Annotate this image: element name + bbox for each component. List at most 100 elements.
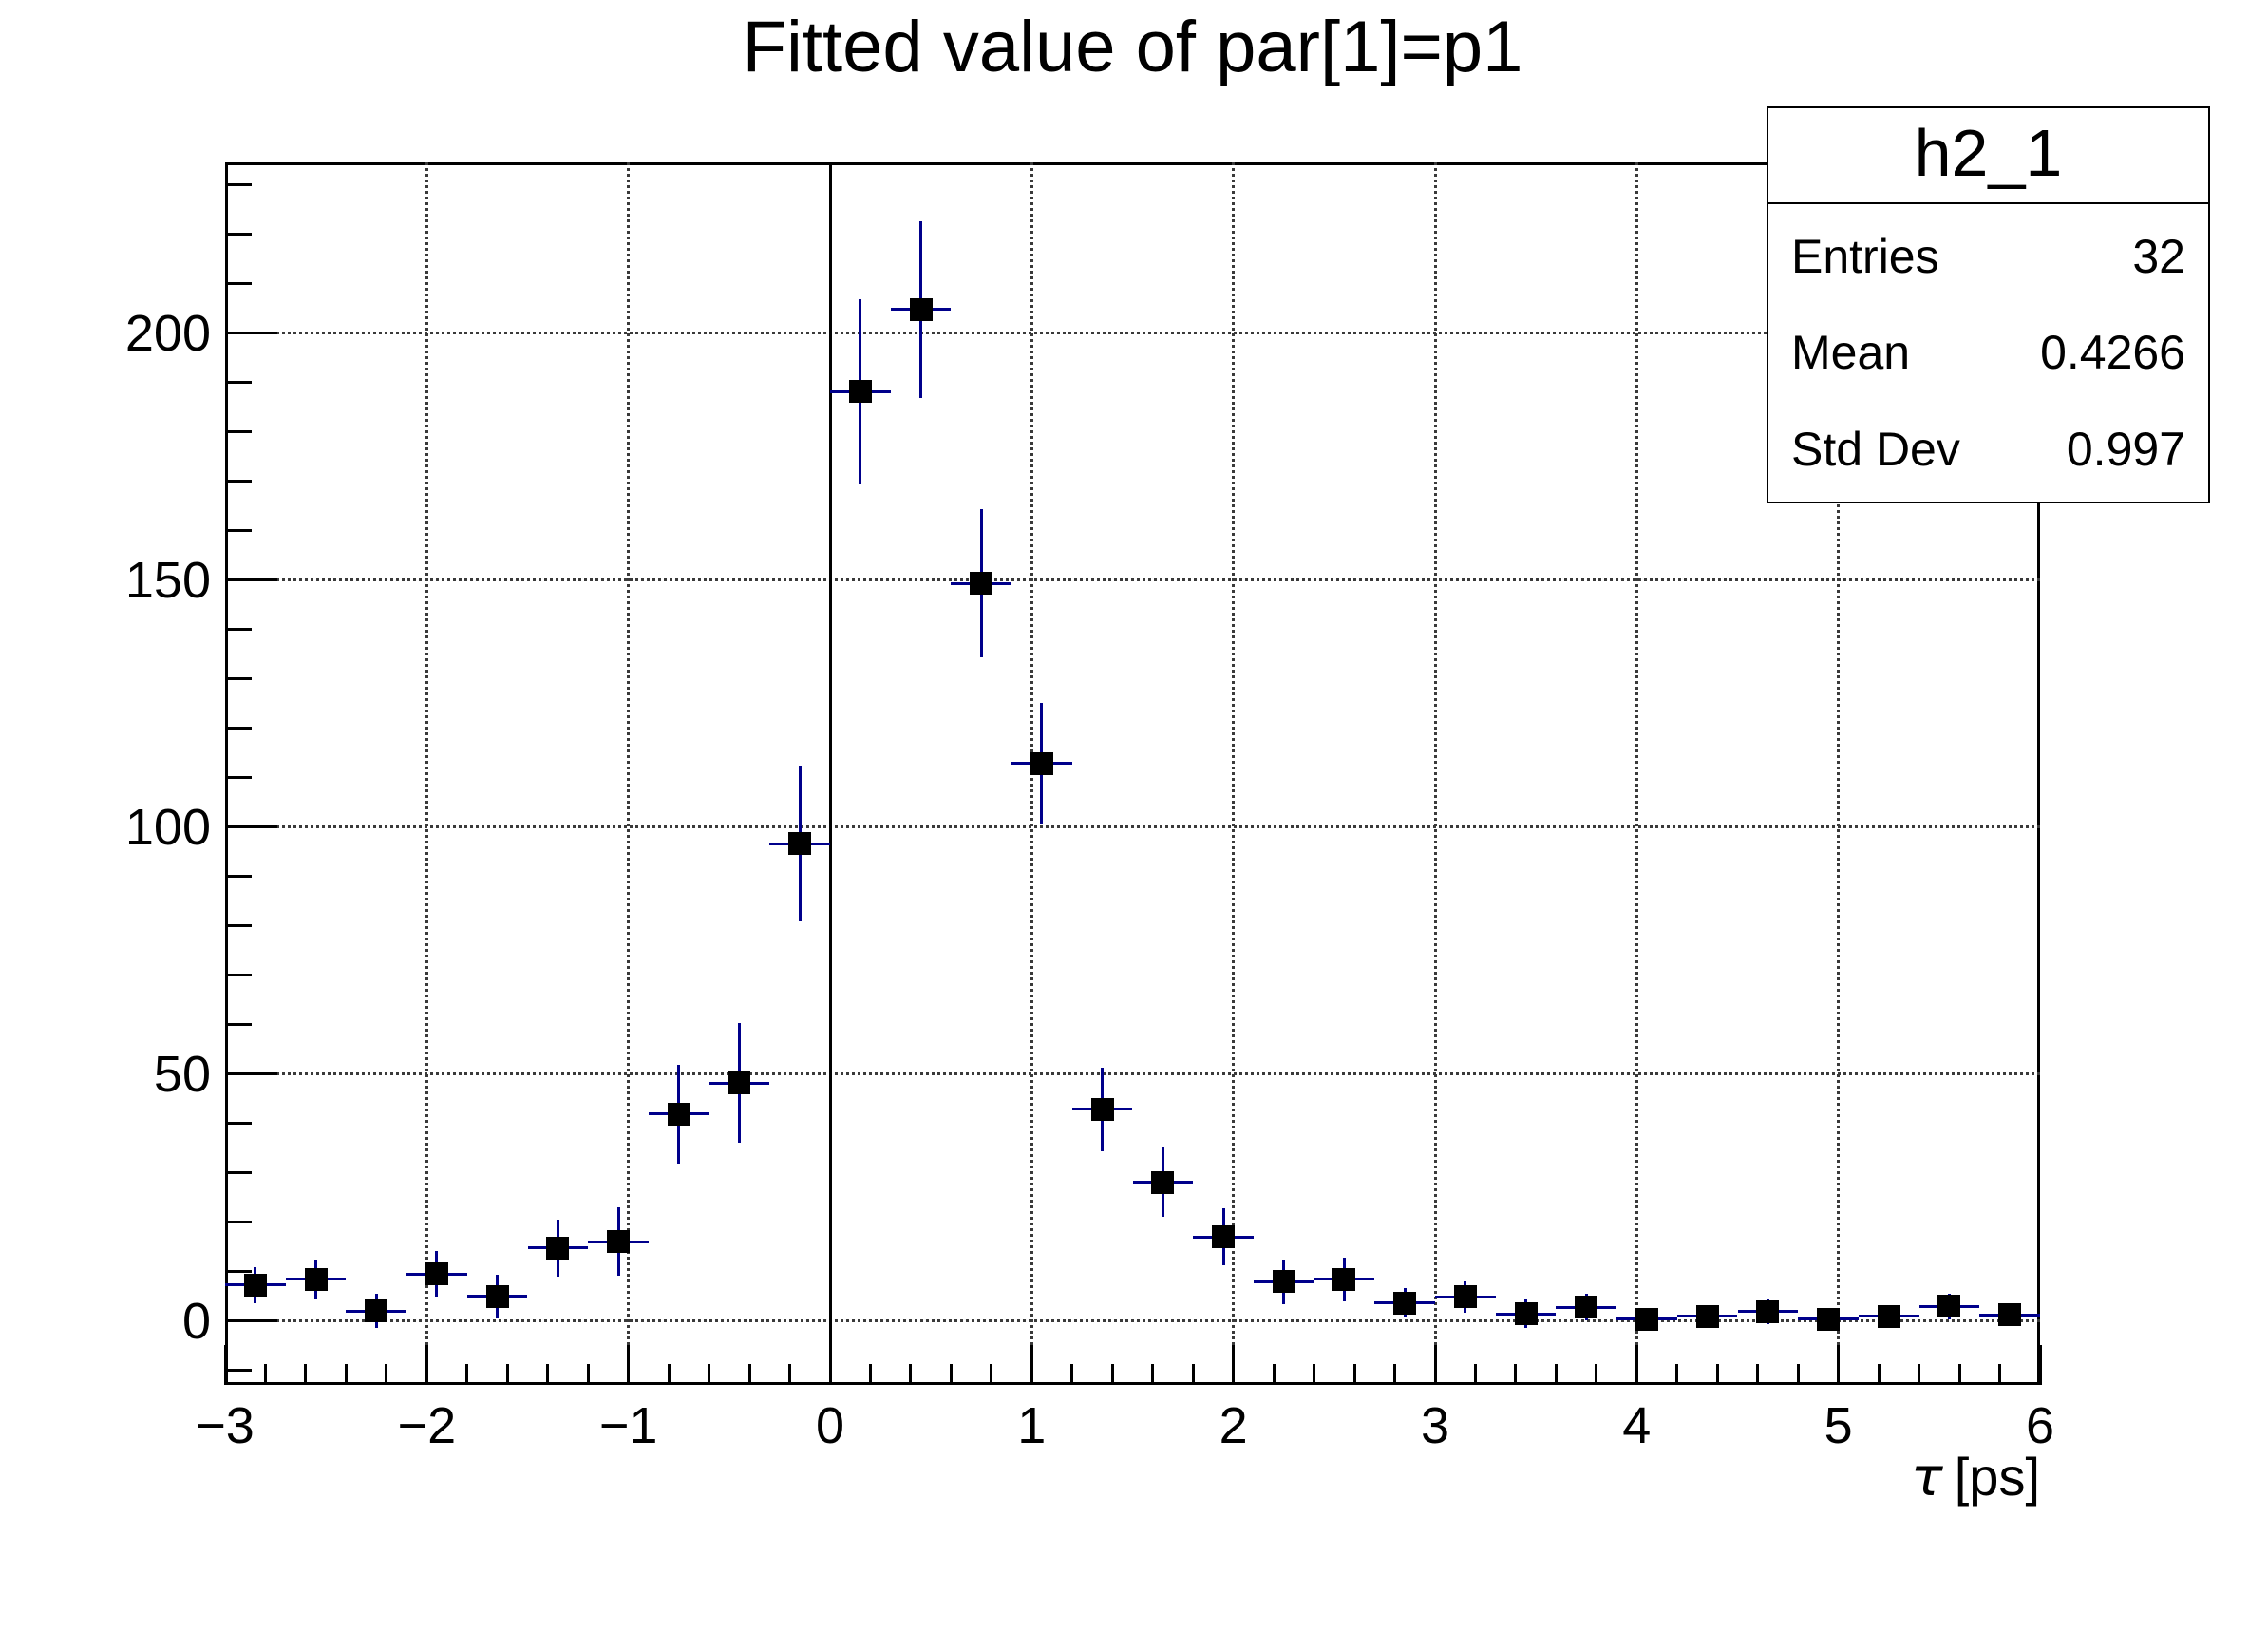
data-point-marker [1212,1225,1236,1248]
y-major-tick [225,578,277,582]
data-point-marker [1817,1307,1841,1331]
gridline-horizontal [225,825,2040,829]
x-minor-tick [1272,1364,1276,1385]
x-major-tick [627,1345,631,1385]
data-point-marker [1514,1302,1538,1326]
stats-row-label: Mean [1791,326,1911,380]
x-minor-tick [1191,1364,1195,1385]
x-minor-tick [909,1364,913,1385]
y-minor-tick [225,1270,252,1274]
x-minor-tick [546,1364,550,1385]
data-point-marker [1393,1291,1417,1315]
data-point-marker [1030,751,1053,775]
gridline-horizontal [225,1319,2040,1323]
data-point-marker [304,1267,328,1291]
x-minor-tick [1957,1364,1961,1385]
x-major-tick [425,1345,428,1385]
x-major-tick [1030,1345,1033,1385]
data-point-marker [1756,1299,1780,1323]
x-minor-tick [1151,1364,1155,1385]
x-minor-tick [868,1364,872,1385]
x-tick-label: 4 [1622,1397,1652,1454]
stats-row-value: 0.997 [2066,423,2185,477]
gridline-vertical [1837,162,1841,1385]
y-minor-tick [225,233,252,237]
y-minor-tick [225,974,252,977]
x-minor-tick [263,1364,267,1385]
data-point-marker [607,1230,631,1254]
y-minor-tick [225,282,252,286]
x-minor-tick [1675,1364,1679,1385]
x-minor-tick [1595,1364,1598,1385]
stats-row-label: Std Dev [1791,423,1960,477]
data-point-marker [485,1284,509,1308]
stats-row: Std Dev 0.997 [1791,422,2185,477]
y-minor-tick [225,776,252,780]
data-point-marker [1272,1270,1295,1294]
y-minor-tick [225,1369,252,1373]
y-tick-label: 200 [124,304,211,362]
stats-row-value: 32 [2132,229,2185,283]
x-minor-tick [788,1364,792,1385]
data-point-marker [1635,1307,1658,1331]
x-minor-tick [1514,1364,1518,1385]
x-minor-tick [1756,1364,1760,1385]
x-major-tick [2038,1345,2042,1385]
gridline-vertical [1433,162,1437,1385]
data-point-marker [1695,1304,1719,1328]
data-point-marker [365,1299,388,1322]
x-minor-tick [1070,1364,1074,1385]
y-minor-tick [225,875,252,879]
data-point-marker [1332,1267,1356,1291]
data-point-marker [1937,1295,1961,1318]
x-axis-unit: [ps] [1954,1447,2040,1507]
y-major-tick [225,1072,277,1076]
y-minor-tick [225,1221,252,1224]
gridline-vertical [1232,162,1236,1385]
x-minor-tick [465,1364,469,1385]
x-tick-label: 1 [1017,1397,1047,1454]
data-point-marker [546,1236,570,1260]
gridline-vertical [627,162,631,1385]
y-tick-label: 50 [153,1045,211,1103]
x-minor-tick [1998,1364,2002,1385]
x-major-tick [1232,1345,1236,1385]
x-minor-tick [1918,1364,1921,1385]
y-tick-label: 0 [181,1292,211,1350]
stats-title: h2_1 [1768,108,2208,204]
x-tick-label: −1 [598,1397,658,1454]
y-minor-tick [225,480,252,483]
x-minor-tick [1352,1364,1356,1385]
data-point-marker [1151,1170,1175,1194]
x-minor-tick [586,1364,590,1385]
data-point-marker [1877,1304,1900,1328]
x-minor-tick [949,1364,953,1385]
x-tick-label: 5 [1824,1397,1853,1454]
data-point-marker [848,380,872,404]
stats-row: Mean 0.4266 [1791,325,2185,380]
zero-reference-line [828,162,832,1385]
y-major-tick [225,1319,277,1323]
stats-row-value: 0.4266 [2040,326,2185,380]
data-point-marker [1090,1097,1114,1121]
x-minor-tick [304,1364,308,1385]
stats-row: Entries 32 [1791,229,2185,284]
x-tick-label: −3 [196,1397,255,1454]
data-point-marker [1453,1285,1477,1309]
y-tick-label: 100 [124,798,211,856]
y-major-tick [225,825,277,829]
data-point-marker [788,832,812,856]
y-minor-tick [225,1122,252,1126]
data-point-marker [970,572,993,596]
x-minor-tick [1715,1364,1719,1385]
stats-box: h2_1 Entries 32 Mean 0.4266 Std Dev 0.997 [1767,106,2210,503]
y-tick-label: 150 [124,551,211,609]
x-major-tick [828,1345,832,1385]
y-minor-tick [225,628,252,632]
x-minor-tick [1473,1364,1477,1385]
x-minor-tick [667,1364,671,1385]
data-point-marker [425,1262,448,1285]
data-point-marker [667,1102,690,1126]
y-minor-tick [225,677,252,681]
x-minor-tick [990,1364,993,1385]
